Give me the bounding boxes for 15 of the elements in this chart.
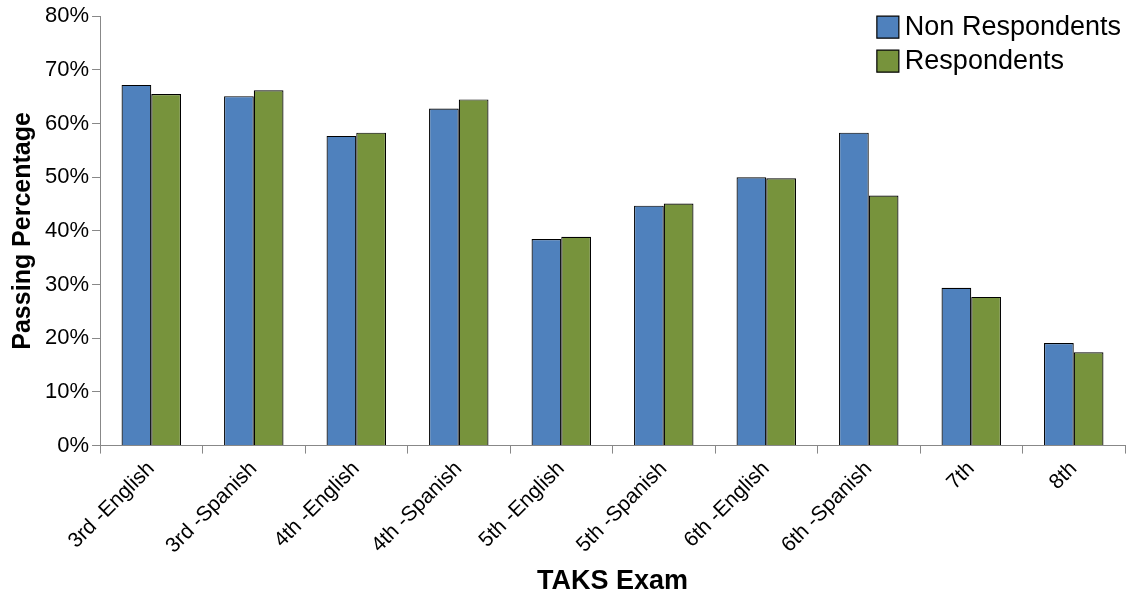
- y-tick-label: 40%: [44, 216, 90, 242]
- y-tick-label: 20%: [44, 324, 90, 350]
- y-axis-title: Passing Percentage: [6, 112, 35, 350]
- y-tick-label: 60%: [44, 109, 90, 135]
- y-tick-label: 70%: [44, 55, 90, 81]
- y-tick-label: 10%: [44, 377, 90, 403]
- legend-label: Respondents: [904, 44, 1064, 75]
- y-tick-label: 30%: [44, 270, 90, 296]
- y-tick-label: 80%: [44, 2, 90, 28]
- y-tick-label: 50%: [44, 163, 90, 189]
- legend-label: Non Respondents: [904, 10, 1122, 41]
- x-axis-title: TAKS Exam: [536, 565, 689, 596]
- x-tick-label: 8th: [1043, 456, 1081, 494]
- x-tick-label: 7th: [941, 456, 979, 494]
- y-tick-label: 0%: [57, 431, 90, 457]
